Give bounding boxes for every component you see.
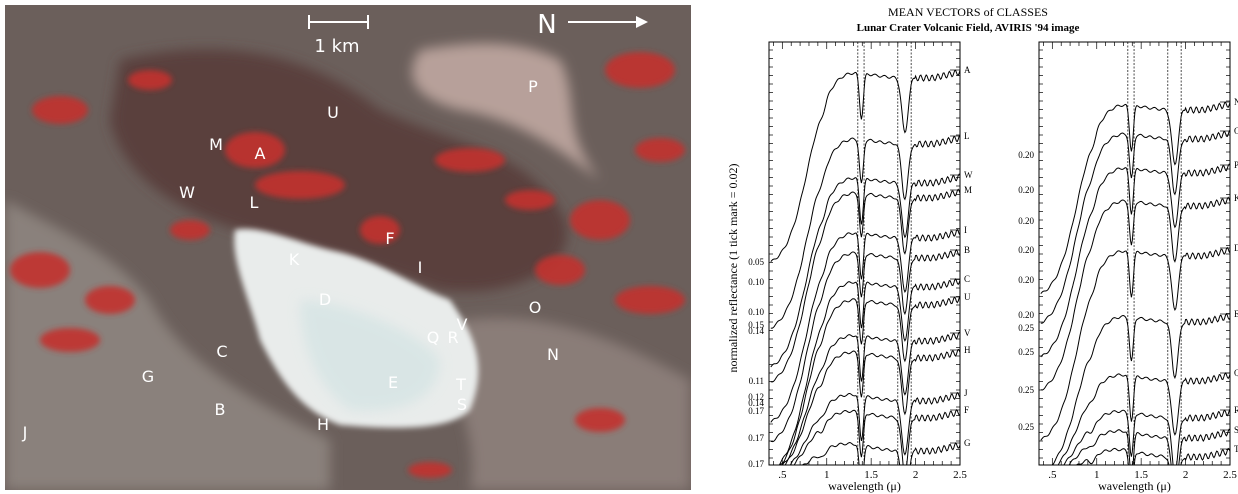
figure-title: MEAN VECTORS of CLASSES	[888, 5, 1048, 19]
x-tick-label: .5	[778, 469, 787, 481]
x-axis-label: wavelength (μ)	[1098, 479, 1171, 493]
class-label: M	[964, 185, 972, 195]
class-label: V	[964, 328, 971, 338]
class-label: U	[964, 292, 971, 302]
map-label: J	[22, 423, 28, 442]
y-tick-label: 0.05	[748, 257, 764, 267]
spectrum-curve	[771, 174, 960, 367]
spectra	[771, 70, 960, 494]
y-tick-label: 0.20	[1018, 275, 1034, 285]
y-tick-label: 0.11	[749, 376, 764, 386]
plot-frame	[1039, 42, 1230, 465]
map-label: E	[388, 373, 398, 392]
map-label: Q	[427, 328, 440, 347]
map-label: L	[250, 193, 259, 212]
y-tick-label: 0.20	[1018, 185, 1034, 195]
figure-page: 1 km N UPMAWLFKIDOVQRCNGETSBHJ MEAN VECT…	[0, 0, 1238, 494]
y-tick-label: 0.14	[748, 326, 764, 336]
plot-frame	[769, 42, 960, 465]
map-label: R	[447, 328, 458, 347]
class-label: J	[964, 388, 968, 398]
map-label: C	[216, 342, 227, 361]
map-label: K	[289, 250, 300, 269]
class-label: I	[964, 225, 967, 235]
map-label: D	[319, 290, 331, 309]
spectrum-curve	[1041, 164, 1230, 357]
figure-subtitle: Lunar Crater Volcanic Field, AVIRIS '94 …	[857, 22, 1080, 34]
spectra	[1041, 102, 1230, 494]
class-label: C	[964, 274, 970, 284]
map-label: G	[142, 367, 154, 386]
map-label: T	[455, 375, 466, 394]
class-label: Q	[1234, 368, 1238, 378]
y-tick-label: 0.20	[1018, 150, 1034, 160]
map-label: N	[547, 345, 559, 364]
spectrum-curve	[1041, 373, 1230, 476]
y-tick-label: 0.17	[748, 406, 764, 416]
map-label: S	[457, 395, 467, 414]
map-label: I	[418, 258, 423, 277]
y-tick-label: 0.20	[1018, 245, 1034, 255]
map-label: A	[255, 144, 266, 163]
class-label: N	[1234, 97, 1238, 107]
class-label: K	[1234, 193, 1238, 203]
y-tick-label: 0.25	[1018, 347, 1034, 357]
map-label: W	[179, 183, 195, 202]
class-label: E	[1234, 309, 1238, 319]
y-tick-label: 0.10	[748, 277, 764, 287]
y-axis-label: normalized reflectance (1 tick mark = 0.…	[726, 163, 740, 372]
y-tick-label: 0.25	[1018, 323, 1034, 333]
spectrum-curve	[1041, 409, 1230, 477]
map-label: P	[528, 77, 538, 96]
spectrum-curve	[1041, 130, 1230, 323]
spectrum-curve	[1041, 314, 1230, 473]
class-label: O	[1234, 126, 1238, 136]
map-label: F	[385, 229, 394, 248]
class-label: A	[964, 65, 971, 75]
y-tick-label: 0.17	[748, 459, 764, 469]
map-label: U	[327, 103, 339, 122]
map-label: M	[209, 135, 223, 154]
class-label: P	[1234, 160, 1238, 170]
y-tick-label: 0.20	[1018, 216, 1034, 226]
y-tick-label: 0.25	[1018, 385, 1034, 395]
spectrum-curve	[771, 296, 960, 472]
x-tick-label: 2	[1183, 469, 1189, 481]
spectrum-curve	[771, 70, 960, 261]
class-label: R	[1234, 405, 1238, 415]
class-label: L	[964, 131, 970, 141]
x-tick-label: 2.5	[1223, 469, 1237, 481]
x-tick-label: .5	[1048, 469, 1057, 481]
spectrum-curve	[1041, 102, 1230, 293]
map-label: O	[529, 298, 542, 317]
y-tick-label: 0.25	[1018, 422, 1034, 432]
x-axis-label: wavelength (μ)	[828, 479, 901, 493]
class-label: H	[964, 345, 971, 355]
spectrum-curve	[1041, 197, 1230, 390]
class-label: B	[964, 245, 970, 255]
spectrum-curve	[771, 135, 960, 328]
map-label: H	[317, 415, 329, 434]
y-tick-label: 0.20	[1018, 310, 1034, 320]
class-label: T	[1234, 444, 1238, 454]
class-label: F	[964, 405, 969, 415]
class-label: W	[964, 170, 973, 180]
y-tick-label: 0.17	[748, 433, 764, 443]
class-label: D	[1234, 243, 1238, 253]
x-tick-label: 2	[913, 469, 919, 481]
y-tick-label: 0.10	[748, 307, 764, 317]
class-label: S	[1234, 425, 1238, 435]
north-label: N	[537, 10, 556, 40]
x-tick-label: 2.5	[953, 469, 967, 481]
class-label: G	[964, 438, 971, 448]
spectrum-curve	[771, 250, 960, 442]
map-label: B	[215, 400, 226, 419]
spectrum-curve	[1041, 248, 1230, 441]
scale-label: 1 km	[314, 36, 359, 57]
